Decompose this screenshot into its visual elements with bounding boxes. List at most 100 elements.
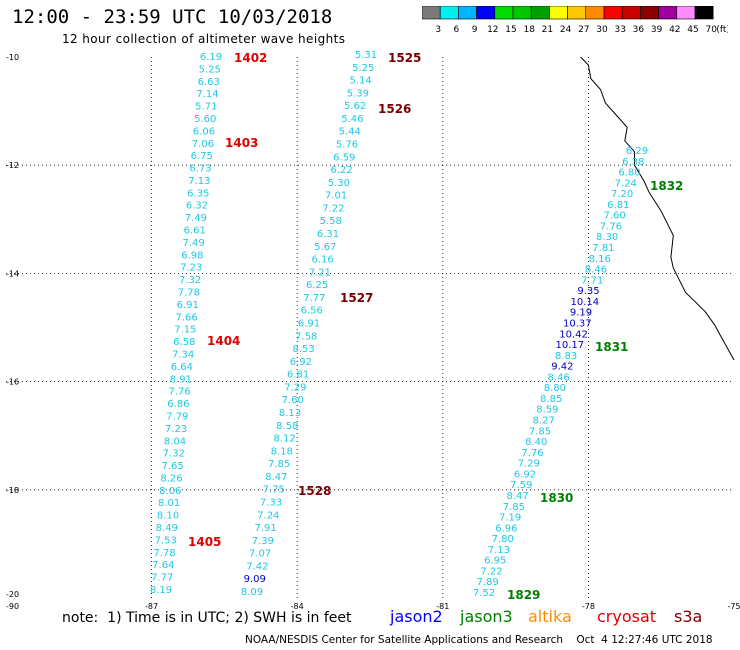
sat-label-jason3: jason3 [460, 607, 513, 626]
sat-label-cryosat: cryosat [597, 607, 657, 626]
wave-height-value: 8.19 [150, 585, 172, 596]
lat-label: -14 [6, 269, 19, 278]
wave-height-value: 7.76 [521, 448, 543, 459]
wave-height-value: 8.06 [159, 486, 181, 497]
wave-height-value: 7.78 [153, 548, 175, 559]
legend-label: 12 [487, 25, 498, 35]
pass-number-label: 1526 [378, 102, 411, 116]
wave-height-value: 7.89 [477, 577, 499, 588]
wave-height-value: 10.17 [555, 340, 584, 351]
wave-height-value: 8.46 [585, 265, 607, 276]
wave-height-value: 6.92 [514, 469, 536, 480]
wave-height-value: 7.29 [284, 382, 306, 393]
wave-height-value: 7.13 [188, 176, 210, 187]
lon-label: -81 [436, 602, 449, 611]
wave-height-value: 8.13 [279, 408, 301, 419]
wave-height-value: 5.58 [320, 216, 342, 227]
wave-height-value: 7.78 [178, 288, 200, 299]
wave-height-value: 7.76 [600, 222, 622, 233]
legend-label: 30 [596, 25, 608, 35]
wave-height-value: 7.85 [529, 426, 551, 437]
wave-height-value: 6.91 [298, 319, 320, 330]
wave-height-value: 7.22 [322, 203, 344, 214]
wave-height-value: 7.64 [152, 560, 174, 571]
wave-height-value: 7.91 [254, 523, 276, 534]
wave-height-value: 6.91 [177, 300, 199, 311]
wave-height-value: 8.83 [555, 351, 577, 362]
wave-height-value: 5.46 [341, 114, 363, 125]
wave-height-value: 7.79 [166, 412, 188, 423]
legend-label: 9 [472, 25, 478, 35]
wave-height-value: 7.23 [165, 424, 187, 435]
wave-height-value: 6.95 [484, 556, 506, 567]
lon-label: -90 [6, 602, 19, 611]
wave-height-value: 7.19 [499, 513, 521, 524]
wave-height-value: 7.22 [480, 566, 502, 577]
wave-height-value: 9.09 [244, 574, 266, 585]
lat-label: -12 [6, 161, 19, 170]
lon-label: -84 [291, 602, 304, 611]
wave-height-value: 7.20 [611, 189, 633, 200]
track-altika: 6.195.25 6.637.14 5.715.606.06 7.066.75 6.73… [150, 52, 222, 596]
legend-label: 33 [614, 25, 625, 35]
wave-height-value: 8.27 [533, 416, 555, 427]
wave-height-value: 8.46 [547, 372, 569, 383]
wave-height-value: 7.52 [473, 588, 495, 599]
wave-height-value: 6.73 [189, 164, 211, 175]
wave-height-value: 6.81 [607, 200, 629, 211]
wave-height-value: 7.49 [182, 238, 204, 249]
pass-number-label: 1403 [225, 136, 258, 150]
wave-height-value: 7.42 [246, 561, 268, 572]
wave-height-value: 8.26 [160, 473, 182, 484]
wave-height-value: 5.71 [195, 102, 217, 113]
wave-height-value: 5.14 [349, 76, 371, 87]
wave-height-value: 5.62 [344, 101, 366, 112]
wave-height-value: 10.42 [559, 329, 588, 340]
lat-label: -10 [6, 53, 19, 62]
wave-height-value: 7.85 [503, 502, 525, 513]
note-text: note: 1) Time is in UTC; 2) SWH is in fe… [62, 610, 352, 626]
wave-height-value: 8.59 [536, 405, 558, 416]
wave-height-value: 8.47 [265, 472, 287, 483]
sat-label-jason2: jason2 [390, 607, 443, 626]
wave-height-value: 6.64 [171, 362, 193, 373]
lon-label: -75 [727, 602, 740, 611]
wave-height-value: 7.13 [488, 545, 510, 556]
wave-height-value: 7.80 [492, 534, 514, 545]
footer-credit: NOAA/NESDIS Center for Satellite Applica… [245, 634, 713, 646]
wave-height-value: 7.59 [510, 480, 532, 491]
wave-height-value: 6.98 [181, 250, 203, 261]
wave-height-value: 8.30 [596, 232, 618, 243]
pass-number-label: 1831 [595, 340, 628, 354]
wave-height-value: 7.32 [163, 449, 185, 460]
wave-height-value: 10.14 [570, 297, 599, 308]
legend-label: 42 [669, 25, 680, 35]
wave-height-value: 7.65 [161, 461, 183, 472]
wave-height-value: 6.81 [287, 370, 309, 381]
legend-label: 45 [687, 25, 698, 35]
wave-height-value: 5.25 [352, 63, 374, 74]
wave-height-value: 7.66 [175, 312, 197, 323]
wave-height-value: 7.71 [581, 275, 603, 286]
wave-height-value: 6.31 [317, 229, 339, 240]
legend-label: (ft) [716, 25, 728, 35]
lat-label: -20 [6, 590, 19, 599]
wave-height-value: 6.86 [167, 399, 189, 410]
wave-height-value: 6.61 [184, 226, 206, 237]
legend-label: 15 [505, 25, 516, 35]
wave-height-value: 9.19 [570, 308, 592, 319]
wave-height-value: 6.16 [311, 255, 333, 266]
lon-label: -87 [145, 602, 158, 611]
wave-height-value: 7.81 [592, 243, 614, 254]
wave-height-value: 7.34 [172, 350, 194, 361]
wave-height-value: 6.06 [193, 126, 215, 137]
wave-height-value: 7.06 [192, 139, 214, 150]
wave-height-value: 6.29 [626, 146, 648, 157]
wave-height-value: 8.80 [544, 383, 566, 394]
wave-height-value: 7.75 [263, 485, 285, 496]
wave-height-value: 8.12 [273, 434, 295, 445]
wave-height-value: 7.14 [196, 89, 218, 100]
legend-label: 18 [523, 25, 535, 35]
